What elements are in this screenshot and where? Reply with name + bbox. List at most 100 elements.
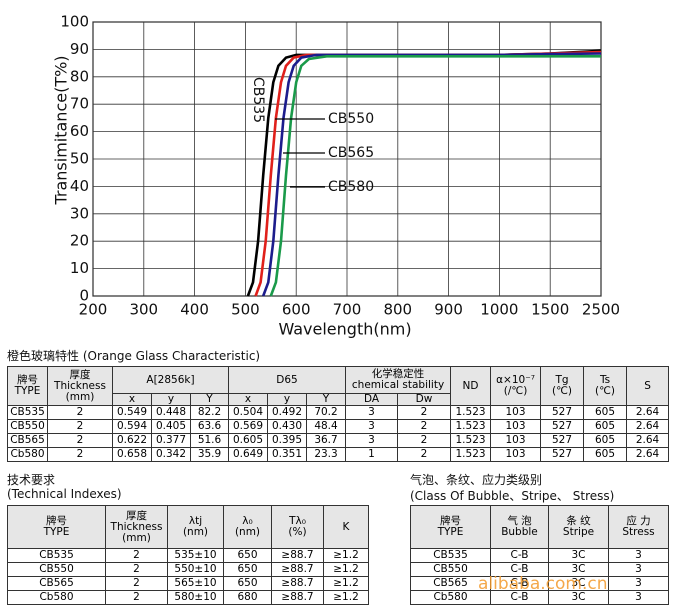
header-cell: ND xyxy=(450,366,492,406)
x-tick-label: 2500 xyxy=(582,301,620,319)
header-cell: 条 纹 Stripe xyxy=(548,505,609,549)
table1-title: 橙色玻璃特性 (Orange Glass Characteristic) xyxy=(7,349,261,363)
table-cell: 3 xyxy=(608,548,669,563)
table-cell: 565±10 xyxy=(167,576,224,591)
y-tick-label: 50 xyxy=(70,150,89,168)
header-cell: S xyxy=(626,366,670,406)
header-cell: Y xyxy=(306,393,347,406)
header-cell: y xyxy=(151,393,191,406)
y-tick-label: 0 xyxy=(79,287,89,305)
table-cell: 0.342 xyxy=(151,447,191,462)
table-cell: ≥88.7 xyxy=(271,576,324,591)
table-row: CB535 2 0.549 0.448 82.2 0.504 0.492 70.2 3 2 1.52… xyxy=(7,405,670,420)
x-axis-label: Wavelength(nm) xyxy=(278,320,411,339)
table-cell: 3 xyxy=(345,405,399,420)
series-line xyxy=(254,50,602,297)
table-cell: 51.6 xyxy=(189,433,230,448)
header-cell: 厚度 Thickness (mm) xyxy=(47,366,113,406)
header-cell: 化学稳定性 chemical stability xyxy=(345,366,452,394)
table-cell: 0.622 xyxy=(112,433,152,448)
table-cell: 82.2 xyxy=(189,405,230,420)
table-cell: 605 xyxy=(583,447,628,462)
table3: 牌号 TYPE 气 泡 Bubble 条 纹 Stripe 应 力 Stress CB5… xyxy=(410,505,669,605)
table-cell: ≥88.7 xyxy=(271,590,324,605)
header-cell: Dw xyxy=(397,393,452,406)
table-cell: 527 xyxy=(540,433,585,448)
table-cell: 2 xyxy=(105,562,168,577)
table-cell: ≥1.2 xyxy=(323,590,369,605)
table-cell: CB550 xyxy=(7,562,106,577)
table-cell: 2 xyxy=(397,405,452,420)
table-cell: 103 xyxy=(490,447,542,462)
table-cell: 2 xyxy=(47,433,113,448)
table-cell: 35.9 xyxy=(189,447,230,462)
table-row: 牌号 TYPE 厚度 Thickness (mm) λtj (nm) λ₀ (nm) T… xyxy=(7,505,369,549)
header-cell: 应 力 Stress xyxy=(608,505,669,549)
table-cell: 0.448 xyxy=(151,405,191,420)
table-cell: 0.430 xyxy=(267,419,308,434)
table2-title: 技术要求 xyxy=(7,473,56,487)
y-tick-label: 30 xyxy=(70,204,89,222)
table-cell: 3 xyxy=(345,419,399,434)
table-cell: 3 xyxy=(608,576,669,591)
table-cell: 103 xyxy=(490,405,542,420)
table-cell: Cb580 xyxy=(7,447,48,462)
table-cell: ≥1.2 xyxy=(323,576,369,591)
table-cell: 527 xyxy=(540,447,585,462)
y-axis-label: Transimitance(T%) xyxy=(52,55,71,205)
header-cell: K xyxy=(323,505,369,549)
header-cell: Ts (℃) xyxy=(583,366,628,406)
table-cell: 605 xyxy=(583,433,628,448)
table-cell: 2 xyxy=(47,447,113,462)
table-row: 牌号 TYPE 厚度 Thickness (mm) A[2856k] D65 化学稳定性… xyxy=(7,366,670,406)
table-cell: CB535 xyxy=(7,548,106,563)
table-row: CB565 2 0.622 0.377 51.6 0.605 0.395 36.7 3 2 1.52… xyxy=(7,433,670,448)
x-tick-label: 300 xyxy=(129,301,158,319)
table-cell: 527 xyxy=(540,405,585,420)
table-cell: 103 xyxy=(490,433,542,448)
y-tick-label: 80 xyxy=(70,67,89,85)
header-cell: Tg (℃) xyxy=(540,366,585,406)
y-tick-label: 100 xyxy=(60,13,89,31)
table-cell: 2.64 xyxy=(626,405,670,420)
table1: 牌号 TYPE 厚度 Thickness (mm) A[2856k] D65 化学稳定性… xyxy=(7,366,670,462)
table-cell: 2 xyxy=(47,419,113,434)
table-cell: 2 xyxy=(47,405,113,420)
table-cell: 527 xyxy=(540,419,585,434)
table-cell: 1 xyxy=(345,447,399,462)
table-cell: C-B xyxy=(490,548,549,563)
table-cell: ≥88.7 xyxy=(271,548,324,563)
y-tick-label: 40 xyxy=(70,177,89,195)
table-row: Cb580 2 580±10 680 ≥88.7 ≥1.2 xyxy=(7,590,369,605)
table-cell: 3 xyxy=(345,433,399,448)
table-cell: ≥1.2 xyxy=(323,548,369,563)
table-cell: C-B xyxy=(490,590,549,605)
table-cell: 580±10 xyxy=(167,590,224,605)
table-cell: CB535 xyxy=(410,548,491,563)
table-cell: 0.492 xyxy=(267,405,308,420)
table-cell: 2.64 xyxy=(626,433,670,448)
x-tick-label: 600 xyxy=(282,301,311,319)
header-cell: 牌号 TYPE xyxy=(7,366,48,406)
table-cell: 2 xyxy=(397,419,452,434)
table-cell: CB550 xyxy=(7,419,48,434)
x-tick-label: 1000 xyxy=(480,301,518,319)
header-cell: Tλ₀ (%) xyxy=(271,505,324,549)
series-line xyxy=(261,52,602,297)
header-cell: α×10⁻⁷ (/℃) xyxy=(490,366,542,406)
table-cell: 0.504 xyxy=(228,405,269,420)
x-tick-label: 400 xyxy=(180,301,209,319)
y-tick-label: 10 xyxy=(70,259,89,277)
table-cell: 36.7 xyxy=(306,433,347,448)
header-cell: λ₀ (nm) xyxy=(223,505,272,549)
header-cell: 气 泡 Bubble xyxy=(490,505,549,549)
table-cell: 1.523 xyxy=(450,405,492,420)
y-tick-label: 60 xyxy=(70,122,89,140)
header-cell: x xyxy=(228,393,269,406)
series-label: CB565 xyxy=(328,145,374,161)
chart: Transimitance(T%) Wavelength(nm) 0 10 20 30… xyxy=(52,13,621,339)
table-cell: 2 xyxy=(397,433,452,448)
x-tick-label: 500 xyxy=(231,301,260,319)
table-cell: 650 xyxy=(223,562,272,577)
table-cell: CB565 xyxy=(7,433,48,448)
